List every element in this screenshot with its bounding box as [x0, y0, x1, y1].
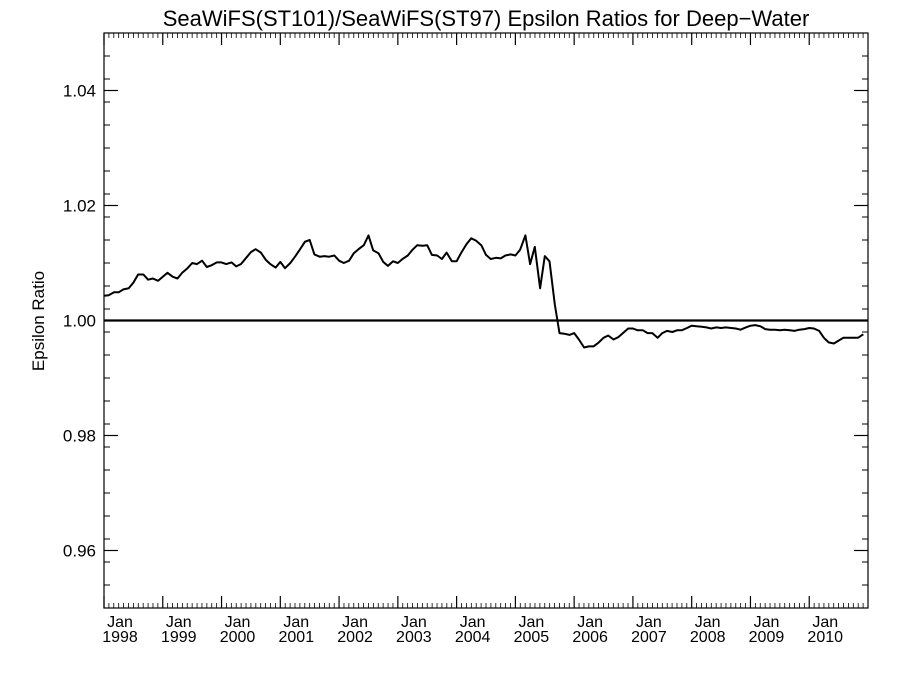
y-tick-label: 1.00	[63, 312, 96, 331]
x-tick-label-month: Jan	[518, 614, 544, 631]
y-tick-labels: 0.96 0.98 1.00 1.02 1.04	[63, 82, 96, 561]
x-tick-label-month: Jan	[460, 614, 486, 631]
x-tick-label-month: Jan	[754, 614, 780, 631]
x-tick-label-year: 2007	[631, 629, 667, 646]
x-tick-label-year: 1998	[102, 629, 138, 646]
x-tick-label-year: 2001	[279, 629, 315, 646]
y-tick-label: 1.04	[63, 82, 96, 101]
chart-title: SeaWiFS(ST101)/SeaWiFS(ST97) Epsilon Rat…	[163, 6, 810, 31]
x-tick-labels: Jan1998Jan1999Jan2000Jan2001Jan2002Jan20…	[102, 614, 843, 646]
x-tick-label-month: Jan	[166, 614, 192, 631]
x-tick-label-month: Jan	[283, 614, 309, 631]
y-tick-label: 1.02	[63, 197, 96, 216]
x-tick-label-year: 2000	[220, 629, 256, 646]
x-tick-label-month: Jan	[812, 614, 838, 631]
x-tick-label-month: Jan	[342, 614, 368, 631]
x-tick-label-year: 2010	[807, 629, 843, 646]
y-tick-label: 0.98	[63, 427, 96, 446]
x-tick-label-month: Jan	[225, 614, 251, 631]
y-tick-label: 0.96	[63, 542, 96, 561]
series-layer	[103, 234, 864, 349]
series-line	[103, 234, 864, 349]
x-tick-label-month: Jan	[695, 614, 721, 631]
x-tick-label-year: 2006	[572, 629, 608, 646]
y-axis-label: Epsilon Ratio	[29, 271, 48, 371]
x-tick-label-year: 2002	[337, 629, 373, 646]
x-tick-label-year: 2008	[690, 629, 726, 646]
x-tick-label-year: 2003	[396, 629, 432, 646]
x-tick-label-year: 2009	[749, 629, 785, 646]
x-tick-label-month: Jan	[577, 614, 603, 631]
x-tick-label-month: Jan	[636, 614, 662, 631]
x-tick-label-year: 2005	[514, 629, 550, 646]
x-tick-label-month: Jan	[107, 614, 133, 631]
x-tick-label-year: 2004	[455, 629, 491, 646]
minor-ticks	[104, 33, 868, 608]
plot-frame	[103, 32, 869, 609]
x-tick-label-month: Jan	[401, 614, 427, 631]
x-tick-label-year: 1999	[161, 629, 197, 646]
